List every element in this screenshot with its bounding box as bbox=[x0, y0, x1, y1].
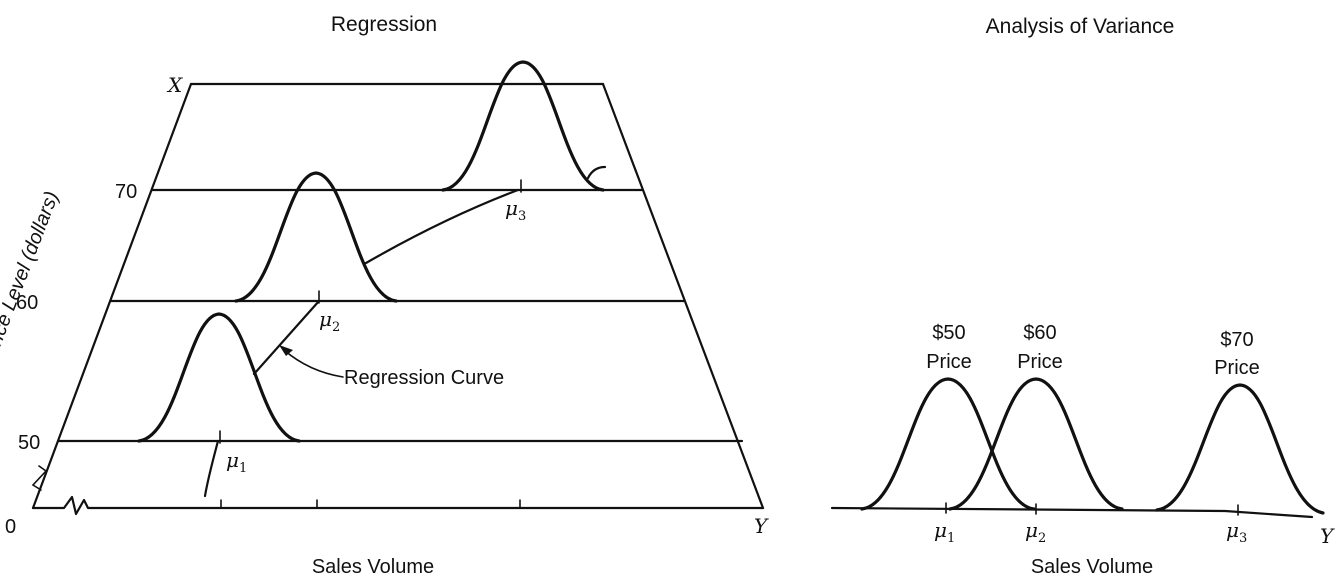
distribution-curve-50 bbox=[137, 312, 301, 443]
annotation-arrow-line bbox=[283, 349, 344, 378]
anova-curve-50 bbox=[860, 377, 1036, 511]
group-70-price: Price bbox=[1214, 357, 1260, 379]
price-level-axis-label: Price Level (dollars) bbox=[0, 188, 63, 361]
regression-curve-upper bbox=[364, 188, 520, 265]
sales-volume-label-right: Sales Volume bbox=[1031, 556, 1153, 578]
right-slanted-edge bbox=[601, 82, 765, 510]
regression-curve-label: Regression Curve bbox=[344, 367, 504, 389]
anova-title: Analysis of Variance bbox=[986, 15, 1175, 38]
anova-mu2-label: μ2 bbox=[1025, 518, 1046, 546]
mu1-label: μ1 bbox=[226, 448, 247, 476]
sales-volume-axis bbox=[31, 495, 765, 516]
annotation-arrowhead bbox=[279, 345, 293, 356]
x-axis-letter: X bbox=[166, 73, 183, 97]
origin-label: 0 bbox=[5, 516, 16, 538]
regression-curve-middle bbox=[252, 299, 321, 376]
anova-curve-70 bbox=[1155, 383, 1325, 515]
anova-curve-60 bbox=[948, 377, 1124, 511]
mu3-label: μ3 bbox=[505, 196, 526, 224]
distribution-curve-60 bbox=[234, 171, 398, 303]
group-50-price: Price bbox=[926, 351, 972, 373]
regression-title: Regression bbox=[331, 13, 437, 36]
curve-70-tail bbox=[586, 165, 607, 180]
price-tick-70: 70 bbox=[115, 181, 137, 203]
anova-panel: Analysis of Variance $50 Price $60 Price… bbox=[830, 15, 1335, 578]
mu2-label: μ2 bbox=[319, 307, 340, 335]
sales-volume-label-left: Sales Volume bbox=[312, 556, 434, 578]
group-60-price: Price bbox=[1017, 351, 1063, 373]
regression-curve-lower bbox=[203, 439, 220, 498]
y-axis-letter-right: Y bbox=[1320, 524, 1335, 548]
regression-panel: Regression Regression Curve bbox=[0, 13, 769, 578]
price-tick-60: 60 bbox=[16, 292, 38, 314]
y-axis-letter-left: Y bbox=[754, 514, 769, 538]
group-60-amount: $60 bbox=[1023, 322, 1056, 344]
anova-mu3-label: μ3 bbox=[1226, 518, 1247, 546]
distribution-curve-70 bbox=[441, 60, 605, 192]
price-tick-50: 50 bbox=[18, 432, 40, 454]
axis-break-mark bbox=[31, 465, 48, 491]
anova-sales-axis bbox=[830, 506, 1314, 519]
group-70-amount: $70 bbox=[1220, 329, 1253, 351]
group-50-amount: $50 bbox=[932, 322, 965, 344]
left-slanted-axis bbox=[31, 82, 193, 510]
anova-mu1-label: μ1 bbox=[934, 518, 955, 546]
